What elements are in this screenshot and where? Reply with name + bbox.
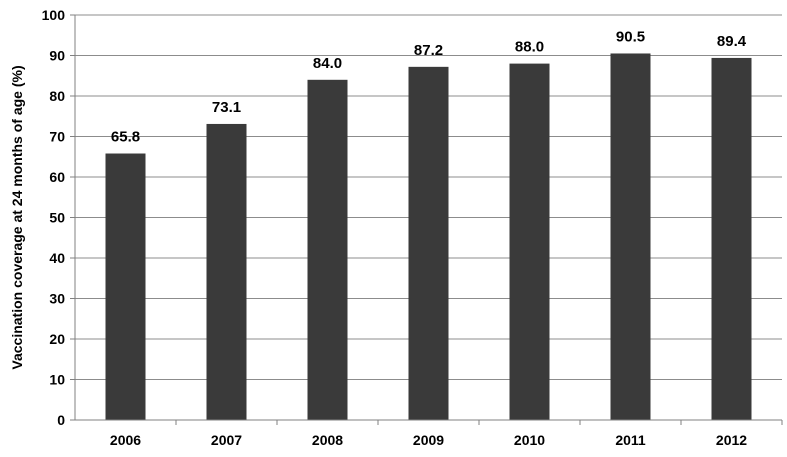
y-tick-label: 20	[49, 331, 65, 347]
x-tick-label: 2012	[716, 432, 747, 448]
x-tick-label: 2010	[514, 432, 545, 448]
bars	[105, 53, 752, 421]
data-label-2006: 65.8	[111, 129, 140, 146]
x-tick-label: 2008	[312, 432, 343, 448]
data-label-2010: 88.0	[515, 39, 544, 56]
data-label-2007: 73.1	[212, 99, 241, 116]
data-labels: 65.8 73.1 84.0 87.2 88.0 90.5 89.4	[111, 28, 747, 145]
data-label-2012: 89.4	[717, 33, 747, 50]
y-tick-labels: 0 10 20 30 40 50 60 70 80 90 100	[42, 7, 66, 428]
bar-2011	[610, 53, 651, 420]
bar-2012	[711, 57, 752, 421]
x-tick-label: 2007	[211, 432, 242, 448]
data-label-2011: 90.5	[616, 28, 645, 45]
y-tick-label: 80	[49, 88, 65, 104]
y-tick-label: 70	[49, 129, 65, 145]
x-tick-label: 2011	[615, 432, 646, 448]
data-label-2008: 84.0	[313, 55, 342, 72]
y-tick-label: 60	[49, 169, 65, 185]
y-tick-label: 30	[49, 291, 65, 307]
y-tick-label: 90	[49, 48, 65, 64]
bar-2008	[307, 79, 348, 421]
x-tick-label: 2006	[110, 432, 141, 448]
y-tick-label: 40	[49, 250, 65, 266]
y-tick-label: 10	[49, 372, 65, 388]
y-axis-title: Vaccination coverage at 24 months of age…	[9, 65, 25, 369]
bar-2006	[105, 153, 146, 420]
x-tick-labels: 2006 2007 2008 2009 2010 2011 2012	[110, 432, 747, 448]
data-label-2009: 87.2	[414, 42, 443, 59]
axes	[70, 14, 783, 425]
bar-2007	[206, 123, 247, 420]
bar-2010	[509, 63, 550, 420]
y-tick-label: 100	[42, 7, 66, 23]
y-tick-label: 50	[49, 210, 65, 226]
x-tick-label: 2009	[413, 432, 444, 448]
y-tick-label: 0	[57, 412, 65, 428]
bar-2009	[408, 66, 449, 420]
